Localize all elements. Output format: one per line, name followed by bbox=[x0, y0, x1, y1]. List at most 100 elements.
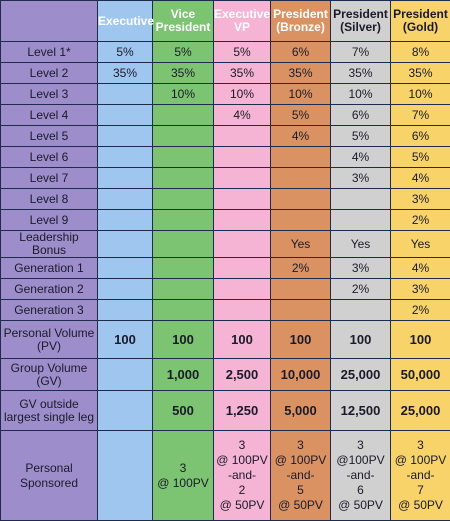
cell: 2% bbox=[271, 258, 331, 279]
cell bbox=[153, 105, 214, 126]
cell: 3% bbox=[331, 168, 391, 189]
cell: 5% bbox=[98, 42, 153, 63]
row-header: Level 6 bbox=[1, 147, 98, 168]
row-header: Generation 2 bbox=[1, 279, 98, 300]
cell: 3 @100PV -and- 6 @ 50PV bbox=[331, 431, 391, 521]
cell: 25,000 bbox=[391, 391, 450, 431]
table-row: Generation 3 2% bbox=[1, 300, 450, 321]
row-header: Level 9 bbox=[1, 210, 98, 231]
row-header: Leadership Bonus bbox=[1, 231, 98, 258]
cell: 7% bbox=[391, 105, 450, 126]
column-header: President (Silver) bbox=[331, 1, 391, 42]
cell: 3 @ 100PV -and- 2 @ 50PV bbox=[214, 431, 271, 521]
cell: 10% bbox=[153, 84, 214, 105]
cell: 4% bbox=[271, 126, 331, 147]
cell: 3% bbox=[391, 279, 450, 300]
cell bbox=[214, 231, 271, 258]
cell bbox=[98, 210, 153, 231]
cell bbox=[271, 300, 331, 321]
row-header: Level 2 bbox=[1, 63, 98, 84]
cell bbox=[98, 391, 153, 431]
cell: 500 bbox=[153, 391, 214, 431]
cell: 25,000 bbox=[331, 359, 391, 391]
column-header: President (Bronze) bbox=[271, 1, 331, 42]
cell bbox=[153, 189, 214, 210]
cell: 1,250 bbox=[214, 391, 271, 431]
cell bbox=[153, 168, 214, 189]
cell: 10% bbox=[331, 84, 391, 105]
column-header: Executive bbox=[98, 1, 153, 42]
cell bbox=[214, 300, 271, 321]
row-header: GV outside largest single leg bbox=[1, 391, 98, 431]
cell bbox=[214, 258, 271, 279]
cell: 2% bbox=[331, 279, 391, 300]
cell: Yes bbox=[271, 231, 331, 258]
cell: 35% bbox=[271, 63, 331, 84]
cell: 12,500 bbox=[331, 391, 391, 431]
cell: 10% bbox=[271, 84, 331, 105]
cell: 4% bbox=[391, 168, 450, 189]
cell bbox=[98, 359, 153, 391]
cell: 35% bbox=[214, 63, 271, 84]
cell: 4% bbox=[331, 147, 391, 168]
column-header bbox=[1, 1, 98, 42]
cell: 6% bbox=[331, 105, 391, 126]
cell bbox=[98, 258, 153, 279]
row-header: Generation 1 bbox=[1, 258, 98, 279]
cell: 5% bbox=[271, 105, 331, 126]
table-row: Level 1*5%5%5%6%7%8% bbox=[1, 42, 450, 63]
table-row: Generation 2 2%3% bbox=[1, 279, 450, 300]
cell bbox=[98, 231, 153, 258]
cell bbox=[153, 147, 214, 168]
row-header: Level 8 bbox=[1, 189, 98, 210]
cell: 5,000 bbox=[271, 391, 331, 431]
row-header: Level 4 bbox=[1, 105, 98, 126]
cell: 3 @ 100PV bbox=[153, 431, 214, 521]
cell bbox=[98, 105, 153, 126]
cell: 5% bbox=[153, 42, 214, 63]
cell bbox=[214, 210, 271, 231]
cell: 5% bbox=[331, 126, 391, 147]
cell bbox=[153, 126, 214, 147]
cell bbox=[98, 189, 153, 210]
cell: 6% bbox=[271, 42, 331, 63]
cell: 7% bbox=[331, 42, 391, 63]
cell: 6% bbox=[391, 126, 450, 147]
cell: 100 bbox=[391, 321, 450, 359]
cell bbox=[98, 300, 153, 321]
cell bbox=[331, 210, 391, 231]
cell bbox=[153, 300, 214, 321]
column-header: Executive VP bbox=[214, 1, 271, 42]
cell bbox=[98, 84, 153, 105]
cell: 4% bbox=[214, 105, 271, 126]
cell: 100 bbox=[214, 321, 271, 359]
cell bbox=[98, 279, 153, 300]
row-header: Generation 3 bbox=[1, 300, 98, 321]
cell: 35% bbox=[331, 63, 391, 84]
table-row: Level 4 4%5%6%7% bbox=[1, 105, 450, 126]
cell: 5% bbox=[391, 147, 450, 168]
cell bbox=[214, 126, 271, 147]
column-header: President (Gold) bbox=[391, 1, 450, 42]
cell: 2% bbox=[391, 300, 450, 321]
cell: 35% bbox=[98, 63, 153, 84]
row-header: Personal Volume (PV) bbox=[1, 321, 98, 359]
cell bbox=[271, 279, 331, 300]
cell bbox=[331, 300, 391, 321]
cell: Yes bbox=[391, 231, 450, 258]
cell bbox=[214, 168, 271, 189]
row-header: Group Volume (GV) bbox=[1, 359, 98, 391]
cell bbox=[98, 147, 153, 168]
cell: 100 bbox=[98, 321, 153, 359]
cell: 35% bbox=[391, 63, 450, 84]
cell: Yes bbox=[331, 231, 391, 258]
row-header: Level 7 bbox=[1, 168, 98, 189]
